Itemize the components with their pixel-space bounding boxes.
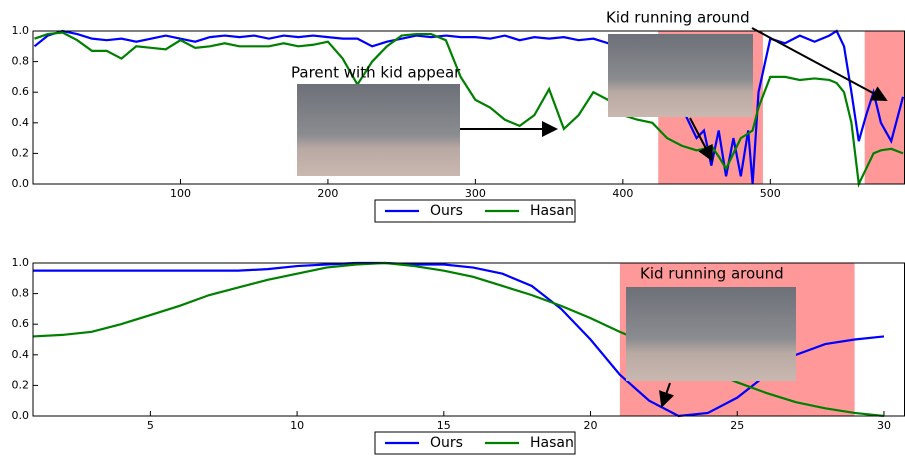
y-tick-label: 1.0 (12, 24, 30, 37)
x-tick-label: 100 (170, 187, 191, 200)
y-tick-label: 0.8 (12, 287, 30, 300)
photo (626, 287, 796, 381)
x-tick-label: 10 (290, 419, 304, 432)
y-tick-label: 0.8 (12, 55, 30, 68)
x-tick-label: 300 (465, 187, 486, 200)
series-line (34, 31, 903, 184)
x-tick-label: 5 (147, 419, 154, 432)
y-tick-label: 0.4 (12, 348, 30, 361)
legend-label: Hasan (530, 435, 574, 451)
x-tick-label: 200 (317, 187, 338, 200)
annotation: Kid running around (640, 265, 784, 283)
photo (608, 34, 753, 117)
y-tick-label: 0.4 (12, 116, 30, 129)
x-tick-label: 25 (730, 419, 744, 432)
y-tick-label: 0.6 (12, 317, 30, 330)
legend-label: Ours (430, 203, 463, 219)
y-tick-label: 0.2 (12, 378, 30, 391)
y-tick-label: 0.0 (12, 409, 30, 422)
annotation: Kid running around (606, 9, 750, 27)
photo (297, 84, 460, 176)
x-tick-label: 15 (437, 419, 451, 432)
annotation: Parent with kid appear (291, 64, 461, 82)
legend-label: Hasan (530, 203, 574, 219)
chart: 0.0 0.2 0.4 0.6 0.8 1.0 100 200 300 400 500 Ours Has… (0, 0, 905, 456)
x-tick-label: 500 (760, 187, 781, 200)
x-tick-label: 30 (877, 419, 891, 432)
x-tick-label: 400 (612, 187, 633, 200)
y-tick-label: 0.6 (12, 85, 30, 98)
y-tick-label: 0.0 (12, 177, 30, 190)
axes-frame (33, 31, 905, 184)
y-tick-label: 1.0 (12, 256, 30, 269)
legend-label: Ours (430, 435, 463, 451)
y-tick-label: 0.2 (12, 146, 30, 159)
series-line (34, 33, 903, 184)
x-tick-label: 20 (584, 419, 598, 432)
page: {"chart_data": [ {"type": "line", "x": [… (0, 0, 905, 456)
